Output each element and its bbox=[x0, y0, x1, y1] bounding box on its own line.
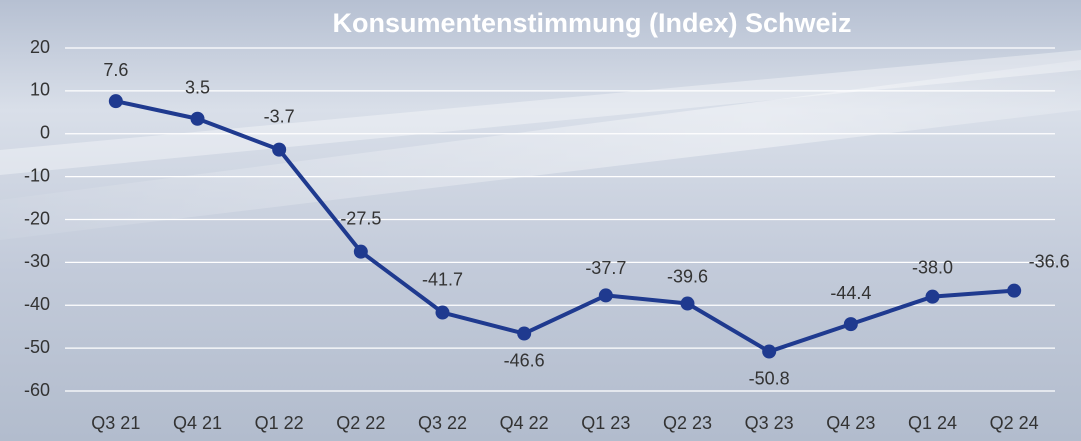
y-tick-label: -10 bbox=[24, 165, 50, 185]
data-label: -27.5 bbox=[340, 208, 381, 228]
background-streak bbox=[0, 60, 1081, 240]
x-tick-label: Q1 23 bbox=[581, 413, 630, 433]
data-point bbox=[843, 317, 858, 332]
x-tick-label: Q1 24 bbox=[908, 413, 957, 433]
data-label: -36.6 bbox=[1029, 251, 1070, 271]
x-tick-label: Q4 22 bbox=[500, 413, 549, 433]
data-point bbox=[680, 296, 695, 311]
data-label: -3.7 bbox=[264, 106, 295, 126]
y-tick-label: -60 bbox=[24, 380, 50, 400]
data-label: 7.6 bbox=[103, 60, 128, 80]
x-tick-label: Q3 23 bbox=[745, 413, 794, 433]
data-point bbox=[190, 111, 205, 126]
y-tick-label: 10 bbox=[30, 80, 50, 100]
y-tick-label: 20 bbox=[30, 37, 50, 57]
x-tick-label: Q4 23 bbox=[826, 413, 875, 433]
x-tick-label: Q2 24 bbox=[990, 413, 1039, 433]
data-point bbox=[925, 289, 940, 304]
data-label: -44.4 bbox=[830, 283, 871, 303]
x-tick-label: Q3 22 bbox=[418, 413, 467, 433]
data-point bbox=[762, 344, 777, 359]
background-streak bbox=[0, 50, 1081, 175]
data-point bbox=[1007, 283, 1022, 298]
grid: -60 -50 -40 -30 -20 -10 0 10 20 Q3 21 Q4 21 Q1 22 Q2… bbox=[24, 37, 1055, 433]
data-point bbox=[108, 94, 123, 109]
x-tick-label: Q2 23 bbox=[663, 413, 712, 433]
data-label: -37.7 bbox=[585, 258, 626, 278]
data-label: -50.8 bbox=[749, 368, 790, 388]
data-point bbox=[435, 305, 450, 320]
data-label: -46.6 bbox=[504, 350, 545, 370]
x-tick-label: Q3 21 bbox=[91, 413, 140, 433]
data-point bbox=[272, 142, 287, 157]
plot: 7.6 3.5 -3.7 -27.5 -41.7 -46.6 -37.7 -39.6 -50.8… bbox=[103, 60, 1069, 388]
data-label: -41.7 bbox=[422, 269, 463, 289]
series-line bbox=[115, 99, 1015, 354]
data-label: 3.5 bbox=[185, 77, 210, 97]
y-tick-label: 0 bbox=[40, 123, 50, 143]
chart-title: Konsumentenstimmung (Index) Schweiz bbox=[332, 8, 851, 38]
data-label: -38.0 bbox=[912, 257, 953, 277]
y-tick-label: -40 bbox=[24, 294, 50, 314]
data-point bbox=[598, 288, 613, 303]
y-tick-label: -30 bbox=[24, 251, 50, 271]
data-label: -39.6 bbox=[667, 266, 708, 286]
data-point bbox=[353, 244, 368, 259]
y-tick-label: -20 bbox=[24, 208, 50, 228]
x-tick-label: Q1 22 bbox=[255, 413, 304, 433]
x-tick-label: Q4 21 bbox=[173, 413, 222, 433]
y-tick-label: -50 bbox=[24, 337, 50, 357]
data-point bbox=[517, 326, 532, 341]
x-tick-label: Q2 22 bbox=[336, 413, 385, 433]
